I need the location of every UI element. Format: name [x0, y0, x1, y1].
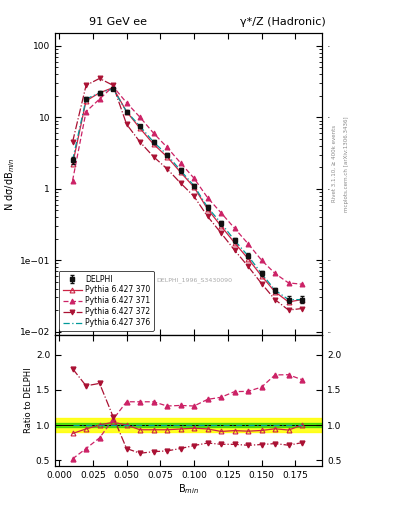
Pythia 6.427 371 [84, 109, 88, 115]
Pythia 6.427 376 [246, 253, 250, 259]
Line: Pythia 6.427 372: Pythia 6.427 372 [70, 76, 305, 312]
Pythia 6.427 371 [192, 175, 196, 181]
Pythia 6.427 370 [138, 125, 142, 132]
Pythia 6.427 371 [178, 160, 183, 166]
Pythia 6.427 370 [192, 184, 196, 190]
Text: 91 GeV ee: 91 GeV ee [89, 16, 147, 27]
Pythia 6.427 370 [232, 240, 237, 246]
Text: DELPHI_1996_S3430090: DELPHI_1996_S3430090 [156, 278, 232, 283]
Pythia 6.427 376 [299, 296, 304, 303]
Pythia 6.427 371 [259, 257, 264, 263]
Pythia 6.427 370 [205, 206, 210, 212]
Pythia 6.427 370 [70, 161, 75, 167]
Pythia 6.427 370 [97, 90, 102, 96]
Pythia 6.427 372 [111, 82, 116, 89]
Pythia 6.427 370 [246, 255, 250, 262]
Pythia 6.427 370 [165, 154, 169, 160]
Pythia 6.427 376 [124, 109, 129, 115]
Pythia 6.427 372 [178, 180, 183, 186]
Pythia 6.427 370 [178, 169, 183, 175]
Pythia 6.427 370 [111, 84, 116, 91]
Pythia 6.427 370 [124, 109, 129, 115]
Pythia 6.427 370 [84, 98, 88, 104]
Pythia 6.427 371 [273, 270, 277, 276]
Pythia 6.427 376 [192, 183, 196, 189]
Line: Pythia 6.427 370: Pythia 6.427 370 [70, 85, 305, 304]
Y-axis label: Ratio to DELPHI: Ratio to DELPHI [24, 368, 33, 433]
Y-axis label: N dσ/dB$_{min}$: N dσ/dB$_{min}$ [3, 157, 17, 211]
Pythia 6.427 371 [205, 195, 210, 201]
Pythia 6.427 376 [138, 123, 142, 129]
Pythia 6.427 376 [97, 90, 102, 96]
Pythia 6.427 376 [205, 204, 210, 210]
Pythia 6.427 372 [138, 139, 142, 145]
Pythia 6.427 376 [219, 220, 223, 226]
Text: γ*/Z (Hadronic): γ*/Z (Hadronic) [240, 16, 326, 27]
Pythia 6.427 371 [111, 83, 116, 90]
Pythia 6.427 371 [219, 210, 223, 216]
Text: mcplots.cern.ch [arXiv:1306.3436]: mcplots.cern.ch [arXiv:1306.3436] [344, 116, 349, 211]
Pythia 6.427 372 [259, 281, 264, 287]
Pythia 6.427 376 [273, 287, 277, 293]
Pythia 6.427 372 [151, 154, 156, 160]
Pythia 6.427 371 [97, 96, 102, 102]
Pythia 6.427 370 [219, 223, 223, 229]
Pythia 6.427 376 [84, 96, 88, 102]
Pythia 6.427 371 [286, 280, 291, 286]
Pythia 6.427 376 [178, 167, 183, 174]
Pythia 6.427 371 [246, 241, 250, 247]
Pythia 6.427 376 [259, 270, 264, 276]
Pythia 6.427 372 [205, 214, 210, 220]
Pythia 6.427 372 [84, 82, 88, 89]
Pythia 6.427 372 [246, 263, 250, 269]
Pythia 6.427 372 [97, 75, 102, 81]
Pythia 6.427 376 [165, 152, 169, 158]
Pythia 6.427 371 [124, 100, 129, 106]
Line: Pythia 6.427 371: Pythia 6.427 371 [70, 84, 305, 287]
Pythia 6.427 376 [111, 86, 116, 92]
Pythia 6.427 376 [70, 157, 75, 163]
Legend: DELPHI, Pythia 6.427 370, Pythia 6.427 371, Pythia 6.427 372, Pythia 6.427 376: DELPHI, Pythia 6.427 370, Pythia 6.427 3… [59, 271, 154, 331]
Pythia 6.427 371 [70, 178, 75, 184]
Pythia 6.427 371 [165, 144, 169, 151]
Pythia 6.427 370 [151, 141, 156, 147]
Pythia 6.427 371 [232, 225, 237, 231]
Pythia 6.427 372 [232, 247, 237, 253]
Pythia 6.427 372 [219, 230, 223, 236]
Pythia 6.427 376 [151, 139, 156, 145]
Pythia 6.427 370 [299, 296, 304, 303]
Pythia 6.427 372 [299, 306, 304, 312]
Pythia 6.427 372 [192, 194, 196, 200]
Pythia 6.427 371 [138, 114, 142, 120]
Pythia 6.427 372 [124, 121, 129, 127]
Pythia 6.427 370 [286, 299, 291, 305]
X-axis label: B$_{min}$: B$_{min}$ [178, 482, 199, 496]
Pythia 6.427 370 [259, 273, 264, 279]
Pythia 6.427 370 [273, 289, 277, 295]
Pythia 6.427 372 [273, 296, 277, 303]
Pythia 6.427 376 [232, 237, 237, 243]
Pythia 6.427 372 [286, 307, 291, 313]
Pythia 6.427 371 [151, 130, 156, 136]
Pythia 6.427 376 [286, 296, 291, 303]
Pythia 6.427 372 [70, 139, 75, 145]
Text: Rivet 3.1.10, ≥ 400k events: Rivet 3.1.10, ≥ 400k events [332, 125, 337, 202]
Pythia 6.427 371 [299, 281, 304, 287]
Line: Pythia 6.427 376: Pythia 6.427 376 [73, 89, 302, 300]
Pythia 6.427 372 [165, 166, 169, 172]
